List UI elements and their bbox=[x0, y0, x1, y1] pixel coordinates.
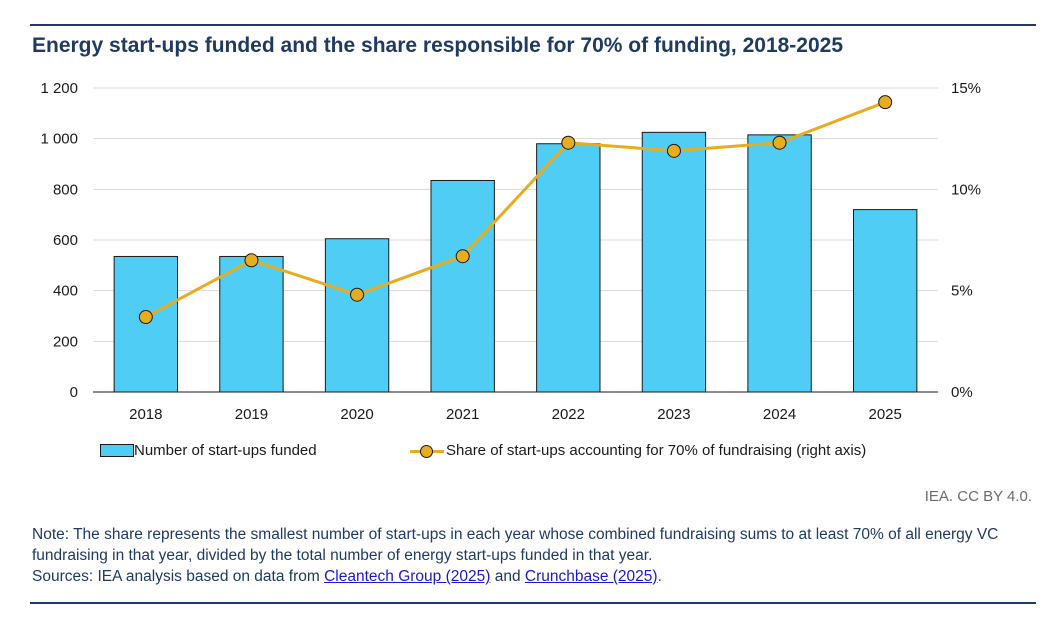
x-axis-tick-label: 2018 bbox=[129, 406, 162, 423]
bar-2020 bbox=[324, 238, 390, 393]
bar-2019 bbox=[219, 255, 284, 393]
note-text: Note: The share represents the smallest … bbox=[32, 526, 999, 564]
sources-prefix: Sources: IEA analysis based on data from bbox=[32, 568, 320, 585]
legend-bar: Number of start-ups funded bbox=[100, 442, 317, 459]
cleantech-group-link[interactable]: Cleantech Group (2025) bbox=[324, 568, 491, 585]
sources-end: . bbox=[657, 568, 662, 585]
sources-line: Sources: IEA analysis based on data from… bbox=[32, 566, 1022, 587]
note-block: Note: The share represents the smallest … bbox=[32, 524, 1022, 587]
credit: IEA. CC BY 4.0. bbox=[924, 488, 1032, 505]
x-axis-tick-label: 2020 bbox=[340, 406, 373, 423]
legend-line: Share of start-ups accounting for 70% of… bbox=[410, 442, 866, 459]
left-axis-tick-label: 1 000 bbox=[40, 131, 78, 148]
left-axis-tick-label: 0 bbox=[70, 384, 78, 401]
crunchbase-link[interactable]: Crunchbase (2025) bbox=[524, 568, 658, 585]
share-point-2024 bbox=[772, 135, 787, 150]
share-point-2023 bbox=[666, 143, 681, 158]
share-point-2025 bbox=[878, 95, 893, 110]
x-axis-tick-label: 2024 bbox=[763, 406, 796, 423]
bar-2023 bbox=[641, 131, 707, 393]
bar-2024 bbox=[747, 134, 812, 393]
x-axis-tick-label: 2023 bbox=[657, 406, 690, 423]
top-rule bbox=[30, 24, 1036, 26]
x-axis-tick-label: 2025 bbox=[869, 406, 902, 423]
left-axis-tick-label: 200 bbox=[53, 333, 78, 350]
share-line bbox=[145, 100, 886, 319]
share-point-2022 bbox=[561, 135, 576, 150]
right-axis-tick-label: 0% bbox=[951, 384, 973, 401]
right-axis-tick-label: 15% bbox=[951, 80, 981, 97]
bar-2022 bbox=[536, 143, 601, 393]
left-axis-tick-label: 800 bbox=[53, 181, 78, 198]
chart-title: Energy start-ups funded and the share re… bbox=[32, 34, 844, 57]
share-point-2021 bbox=[455, 249, 470, 264]
legend-bar-label: Number of start-ups funded bbox=[134, 442, 317, 459]
left-axis-tick-label: 1 200 bbox=[40, 80, 78, 97]
share-point-2019 bbox=[244, 253, 259, 268]
share-point-2018 bbox=[138, 310, 153, 325]
x-axis-tick-label: 2022 bbox=[552, 406, 585, 423]
chart-area: 0 200 400 600 800 1 000 1 200 0% 5% 10% 15% 2018 201… bbox=[40, 80, 981, 423]
right-axis-tick-label: 10% bbox=[951, 181, 981, 198]
right-axis-tick-label: 5% bbox=[951, 283, 973, 300]
bar-2021 bbox=[430, 179, 495, 393]
x-axis-tick-label: 2021 bbox=[446, 406, 479, 423]
left-axis-tick-label: 600 bbox=[53, 232, 78, 249]
left-axis-tick-label: 400 bbox=[53, 283, 78, 300]
legend-line-swatch bbox=[410, 444, 444, 458]
legend-line-label: Share of start-ups accounting for 70% of… bbox=[446, 442, 867, 459]
bottom-rule bbox=[30, 602, 1036, 604]
legend-bar-swatch bbox=[100, 444, 134, 457]
bar-2025 bbox=[853, 209, 918, 393]
bar-2018 bbox=[113, 255, 178, 393]
x-axis-tick-label: 2019 bbox=[235, 406, 268, 423]
share-point-2020 bbox=[350, 287, 365, 302]
sources-and: and bbox=[494, 568, 521, 585]
